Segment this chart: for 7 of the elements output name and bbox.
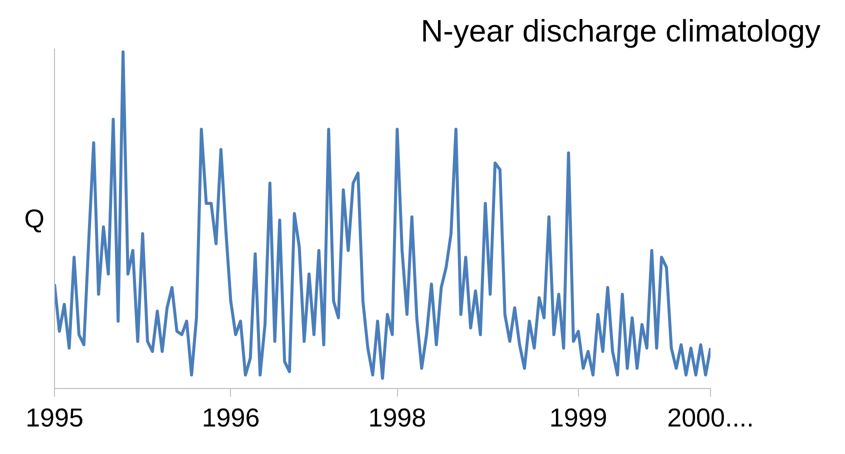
y-axis-title: Q (24, 204, 45, 234)
chart-title: N-year discharge climatology (420, 14, 821, 48)
x-tick-label: 1996 (202, 402, 260, 432)
x-tick-label: 2000.... (667, 402, 754, 432)
x-tick-label: 1995 (26, 402, 84, 432)
x-tick-label: 1999 (549, 402, 608, 432)
x-tick-label: 1998 (368, 402, 426, 432)
